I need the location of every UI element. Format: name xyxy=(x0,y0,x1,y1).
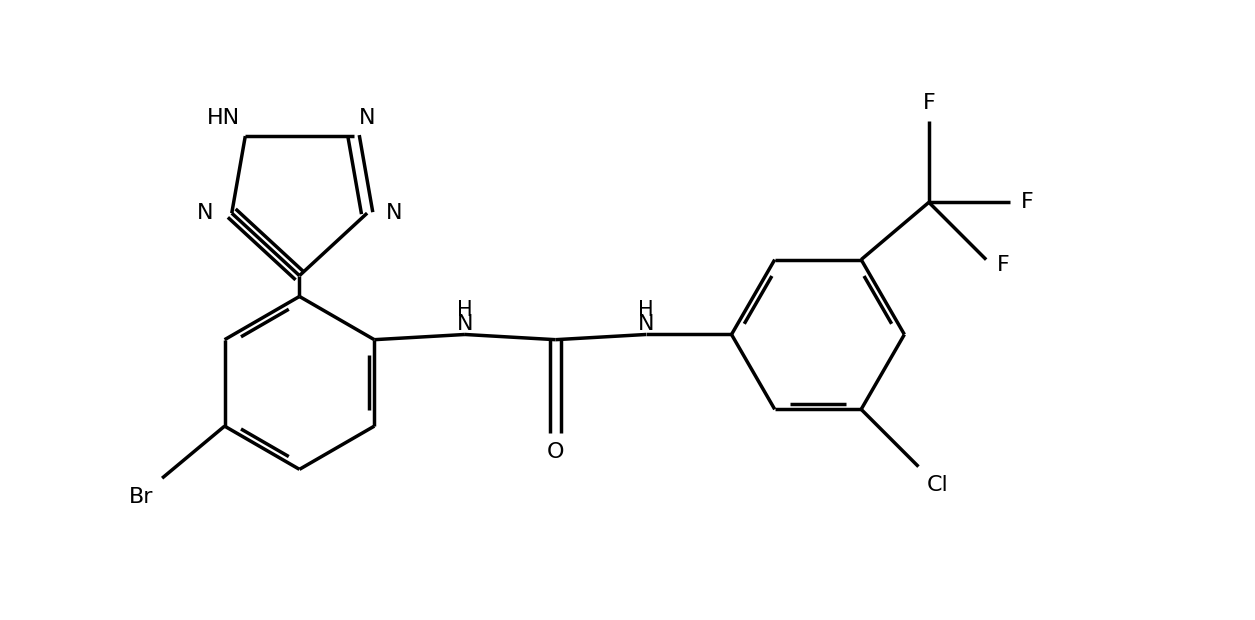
Text: H: H xyxy=(457,300,473,320)
Text: N: N xyxy=(457,314,473,334)
Text: Br: Br xyxy=(129,487,154,507)
Text: N: N xyxy=(385,203,403,223)
Text: F: F xyxy=(1020,192,1033,212)
Text: N: N xyxy=(197,203,213,223)
Text: HN: HN xyxy=(207,108,240,128)
Text: F: F xyxy=(922,93,935,113)
Text: F: F xyxy=(996,255,1009,275)
Text: N: N xyxy=(638,314,654,334)
Text: N: N xyxy=(359,108,375,128)
Text: O: O xyxy=(547,441,565,462)
Text: H: H xyxy=(639,300,654,320)
Text: Cl: Cl xyxy=(926,475,949,495)
